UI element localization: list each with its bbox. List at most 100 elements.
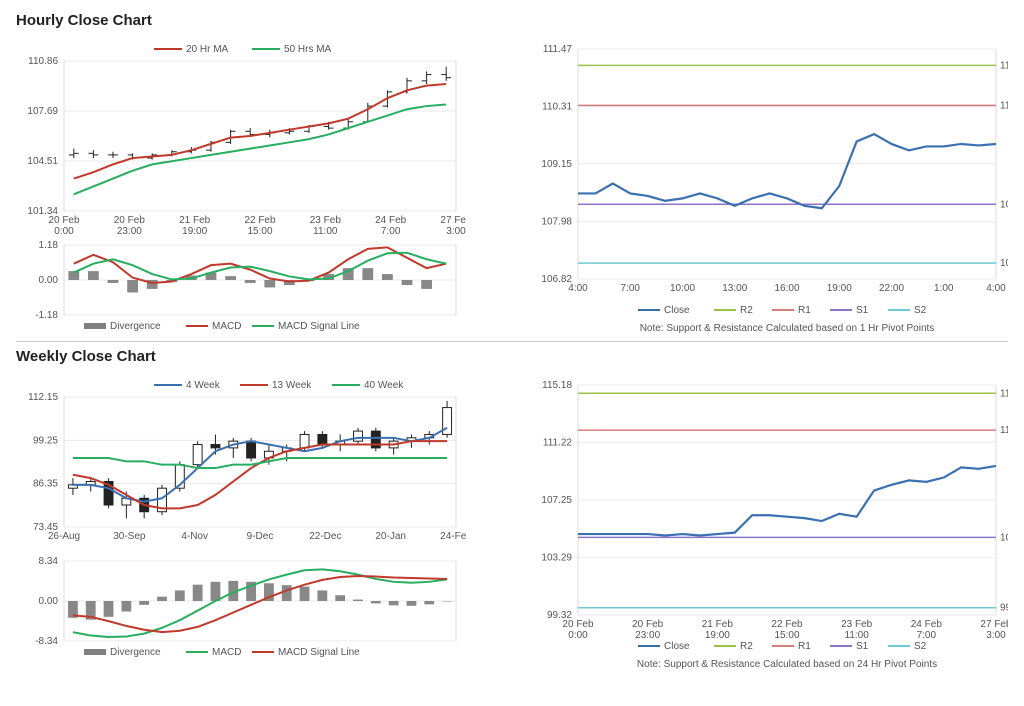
svg-text:Close: Close — [664, 641, 690, 652]
svg-text:Note: Support & Resistance Cal: Note: Support & Resistance Calculated ba… — [637, 659, 937, 670]
svg-text:3:00: 3:00 — [986, 630, 1006, 641]
svg-text:104.67: 104.67 — [1000, 532, 1008, 543]
weekly-price-chart: 4 Week13 Week40 Week73.4586.3599.25112.1… — [16, 371, 466, 551]
svg-text:107.25: 107.25 — [541, 495, 572, 506]
svg-text:R1: R1 — [798, 305, 811, 316]
svg-text:4:00: 4:00 — [986, 283, 1006, 294]
svg-text:22 Feb: 22 Feb — [244, 215, 276, 226]
svg-text:S1: S1 — [856, 305, 869, 316]
svg-text:-8.34: -8.34 — [35, 636, 58, 647]
svg-text:24 Feb: 24 Feb — [911, 619, 943, 630]
svg-text:23:00: 23:00 — [635, 630, 660, 641]
svg-text:0.00: 0.00 — [39, 596, 59, 607]
svg-text:13 Week: 13 Week — [272, 380, 312, 391]
svg-text:111.22: 111.22 — [543, 437, 573, 448]
svg-text:Divergence: Divergence — [110, 647, 161, 658]
svg-text:13:00: 13:00 — [722, 283, 747, 294]
svg-text:110.33: 110.33 — [1000, 100, 1008, 111]
svg-text:S2: S2 — [914, 641, 927, 652]
svg-text:4 Week: 4 Week — [186, 380, 221, 391]
svg-text:MACD Signal Line: MACD Signal Line — [278, 321, 360, 332]
svg-text:24 Feb: 24 Feb — [375, 215, 407, 226]
svg-text:10:00: 10:00 — [670, 283, 695, 294]
svg-text:19:00: 19:00 — [827, 283, 852, 294]
svg-text:R2: R2 — [740, 641, 753, 652]
svg-text:-1.18: -1.18 — [35, 310, 58, 321]
svg-text:1:00: 1:00 — [934, 283, 954, 294]
hourly-price-chart: 20 Hr MA50 Hrs MA101.34104.51107.69110.8… — [16, 35, 466, 235]
svg-text:Note: Support & Resistance Cal: Note: Support & Resistance Calculated ba… — [640, 323, 935, 334]
svg-text:19:00: 19:00 — [705, 630, 730, 641]
svg-text:15:00: 15:00 — [247, 226, 272, 235]
svg-text:115.18: 115.18 — [542, 380, 572, 391]
svg-text:107.98: 107.98 — [541, 217, 572, 228]
svg-text:23 Feb: 23 Feb — [841, 619, 873, 630]
svg-text:0.00: 0.00 — [39, 275, 59, 286]
svg-text:40 Week: 40 Week — [364, 380, 404, 391]
weekly-macd-chart: -8.34 0.00 8.34 Divergence MACD MACD Signal L… — [16, 551, 466, 661]
hourly-row: 20 Hr MA50 Hrs MA101.34104.51107.69110.8… — [16, 35, 1008, 335]
svg-text:23 Feb: 23 Feb — [310, 215, 342, 226]
weekly-left-col: 4 Week13 Week40 Week73.4586.3599.25112.1… — [16, 371, 488, 671]
svg-text:107.14: 107.14 — [1000, 258, 1008, 269]
weekly-row: 4 Week13 Week40 Week73.4586.3599.25112.1… — [16, 371, 1008, 671]
svg-text:7:00: 7:00 — [917, 630, 937, 641]
svg-text:MACD: MACD — [212, 647, 241, 658]
svg-text:99.25: 99.25 — [33, 435, 58, 446]
svg-text:7:00: 7:00 — [621, 283, 641, 294]
svg-text:16:00: 16:00 — [774, 283, 799, 294]
svg-text:110.86: 110.86 — [28, 56, 58, 67]
hourly-title: Hourly Close Chart — [16, 12, 1008, 29]
svg-text:Close: Close — [664, 305, 690, 316]
svg-text:11:00: 11:00 — [845, 630, 870, 641]
svg-text:20-Jan: 20-Jan — [375, 531, 406, 542]
svg-text:7:00: 7:00 — [381, 226, 401, 235]
svg-text:11:00: 11:00 — [313, 226, 338, 235]
svg-text:MACD Signal Line: MACD Signal Line — [278, 647, 360, 658]
weekly-pivot-chart: 99.32103.29107.25111.22115.1820 Feb0:002… — [528, 371, 1008, 671]
svg-text:114.61: 114.61 — [1000, 388, 1008, 399]
svg-text:S1: S1 — [856, 641, 869, 652]
svg-text:0:00: 0:00 — [54, 226, 74, 235]
svg-text:20 Feb: 20 Feb — [48, 215, 80, 226]
svg-text:20 Feb: 20 Feb — [562, 619, 594, 630]
weekly-right-col: 99.32103.29107.25111.22115.1820 Feb0:002… — [528, 371, 1008, 671]
svg-text:MACD: MACD — [212, 321, 241, 332]
svg-text:20 Feb: 20 Feb — [632, 619, 664, 630]
svg-text:27 Feb: 27 Feb — [980, 619, 1008, 630]
svg-text:22:00: 22:00 — [879, 283, 904, 294]
svg-text:21 Feb: 21 Feb — [179, 215, 211, 226]
svg-text:20 Hr MA: 20 Hr MA — [186, 44, 229, 55]
svg-text:21 Feb: 21 Feb — [702, 619, 734, 630]
svg-text:30-Sep: 30-Sep — [113, 531, 146, 542]
svg-text:24-Feb: 24-Feb — [440, 531, 466, 542]
svg-text:26-Aug: 26-Aug — [48, 531, 80, 542]
svg-text:R1: R1 — [798, 641, 811, 652]
svg-text:111.14: 111.14 — [1000, 60, 1008, 71]
svg-text:4:00: 4:00 — [568, 283, 588, 294]
weekly-title: Weekly Close Chart — [16, 348, 1008, 365]
svg-text:R2: R2 — [740, 305, 753, 316]
hourly-left-col: 20 Hr MA50 Hrs MA101.34104.51107.69110.8… — [16, 35, 488, 335]
svg-text:109.15: 109.15 — [541, 159, 572, 170]
svg-text:S2: S2 — [914, 305, 927, 316]
svg-text:3:00: 3:00 — [446, 226, 466, 235]
svg-text:8.34: 8.34 — [39, 556, 59, 567]
svg-text:20 Feb: 20 Feb — [114, 215, 146, 226]
hourly-right-col: 106.82107.98109.15110.31111.474:007:0010… — [528, 35, 1008, 335]
separator — [16, 341, 1008, 342]
svg-text:99.82: 99.82 — [1000, 603, 1008, 614]
svg-text:1.18: 1.18 — [39, 240, 59, 251]
svg-text:23:00: 23:00 — [117, 226, 142, 235]
svg-text:50 Hrs MA: 50 Hrs MA — [284, 44, 332, 55]
svg-text:111.47: 111.47 — [543, 44, 573, 55]
svg-text:107.69: 107.69 — [27, 106, 58, 117]
svg-text:22-Dec: 22-Dec — [309, 531, 341, 542]
svg-text:108.33: 108.33 — [1000, 199, 1008, 210]
svg-text:Divergence: Divergence — [110, 321, 161, 332]
hourly-pivot-chart: 106.82107.98109.15110.31111.474:007:0010… — [528, 35, 1008, 335]
svg-text:9-Dec: 9-Dec — [247, 531, 274, 542]
svg-text:27 Feb: 27 Feb — [440, 215, 466, 226]
svg-text:4-Nov: 4-Nov — [181, 531, 208, 542]
svg-text:19:00: 19:00 — [182, 226, 207, 235]
